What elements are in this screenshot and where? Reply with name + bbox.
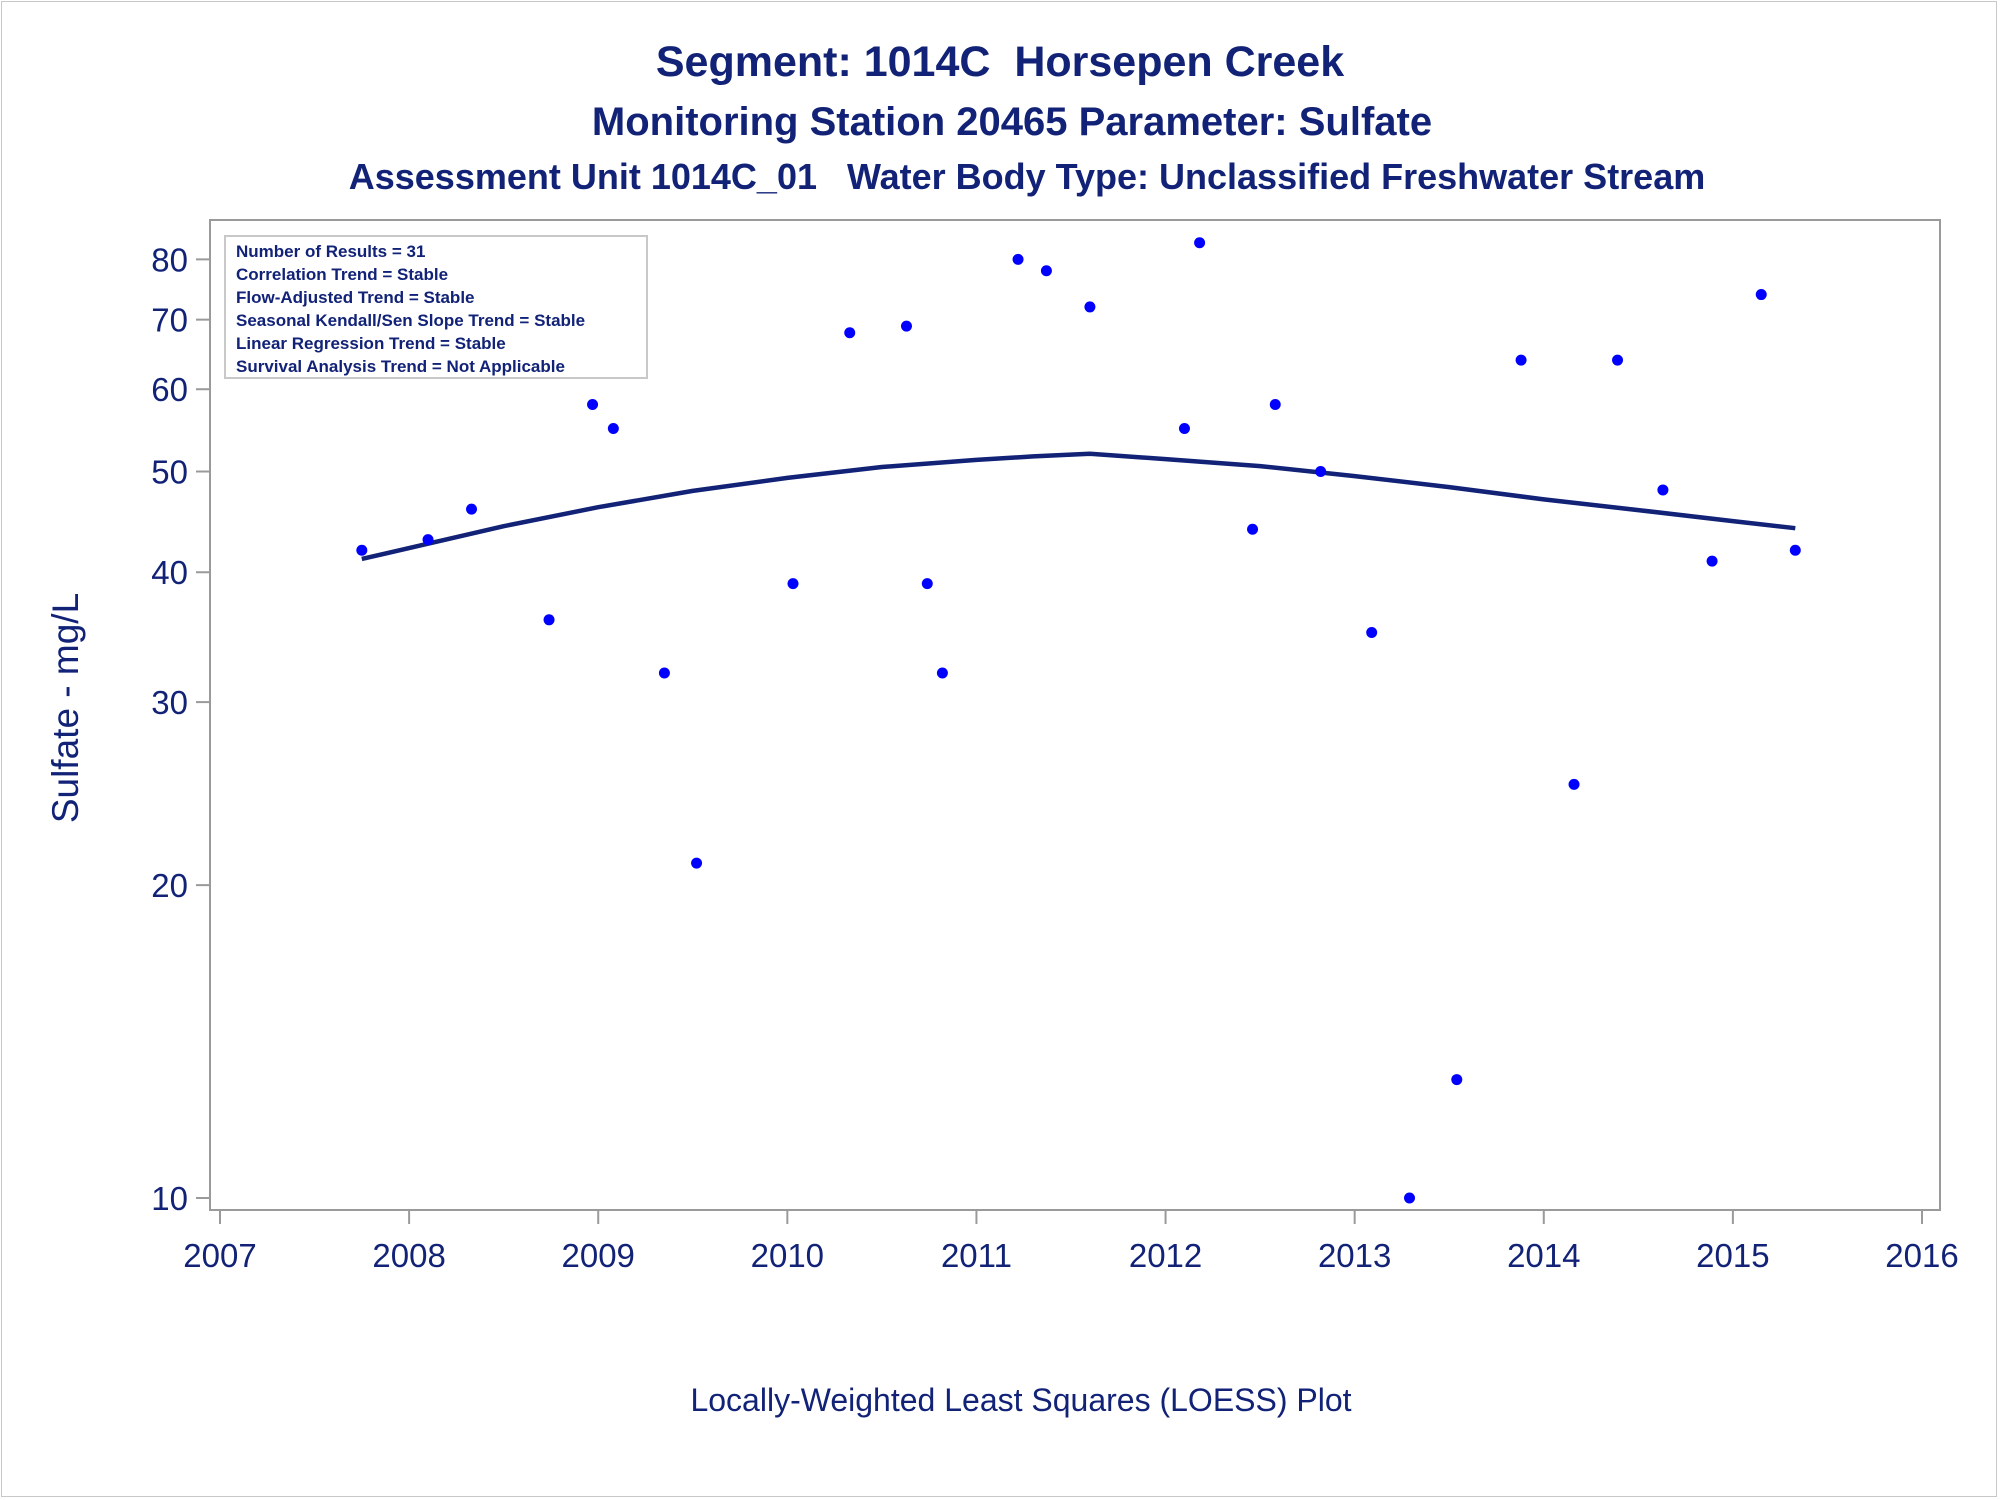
chart-title: Segment: 1014C Horsepen Creek — [655, 38, 1345, 86]
data-point — [1706, 555, 1718, 567]
y-tick-label: 20 — [151, 867, 188, 904]
data-point — [1451, 1074, 1463, 1086]
data-point — [466, 503, 478, 515]
x-axis-label: Locally-Weighted Least Squares (LOESS) P… — [690, 1382, 1352, 1418]
data-point — [921, 578, 933, 590]
data-point — [1012, 253, 1024, 265]
y-tick-label: 70 — [151, 302, 188, 339]
x-tick-label: 2010 — [751, 1237, 824, 1274]
y-tick-label: 30 — [151, 684, 188, 721]
x-tick-label: 2007 — [183, 1237, 256, 1274]
data-point — [1366, 627, 1378, 639]
data-point — [607, 422, 619, 434]
y-tick-label: 60 — [151, 371, 188, 408]
stats-line: Correlation Trend = Stable — [236, 265, 448, 284]
data-point — [1657, 484, 1669, 496]
data-point — [1404, 1192, 1416, 1204]
x-tick-label: 2015 — [1696, 1237, 1769, 1274]
data-point — [356, 544, 368, 556]
data-point — [422, 534, 434, 546]
loess-line — [361, 451, 1796, 562]
data-point — [543, 614, 555, 626]
data-point — [900, 320, 912, 332]
stats-box — [224, 235, 648, 379]
stats-line: Flow-Adjusted Trend = Stable — [236, 288, 475, 307]
x-tick-label: 2013 — [1318, 1237, 1391, 1274]
data-point — [1755, 289, 1767, 301]
data-point — [587, 399, 599, 411]
y-tick-label: 80 — [151, 241, 188, 278]
data-point — [658, 667, 670, 679]
chart-subtitle: Monitoring Station 20465 Parameter: Sulf… — [591, 100, 1433, 144]
y-tick-label: 10 — [151, 1180, 188, 1217]
x-tick-label: 2012 — [1129, 1237, 1202, 1274]
stats-line: Number of Results = 31 — [236, 242, 425, 261]
y-tick-label: 50 — [151, 454, 188, 491]
x-tick-label: 2014 — [1507, 1237, 1580, 1274]
data-point — [1515, 354, 1527, 366]
stats-line: Linear Regression Trend = Stable — [236, 334, 506, 353]
x-tick-label: 2008 — [372, 1237, 445, 1274]
data-point — [1269, 399, 1281, 411]
data-point — [691, 857, 703, 869]
x-tick-label: 2009 — [562, 1237, 635, 1274]
data-point — [1040, 265, 1052, 277]
stats-line: Seasonal Kendall/Sen Slope Trend = Stabl… — [236, 311, 585, 330]
data-point — [1612, 354, 1624, 366]
data-point — [1568, 778, 1580, 790]
stats-line: Survival Analysis Trend = Not Applicable — [236, 357, 565, 376]
data-point — [936, 667, 948, 679]
data-point — [787, 578, 799, 590]
x-tick-label: 2016 — [1885, 1237, 1958, 1274]
plot-area — [209, 219, 1941, 1211]
chart-subtitle-2: Assessment Unit 1014C_01 Water Body Type… — [348, 156, 1706, 197]
data-point — [1178, 422, 1190, 434]
data-point — [1194, 237, 1206, 249]
data-point — [1315, 466, 1327, 478]
data-point — [1084, 301, 1096, 313]
y-axis-label: Sulfate - mg/L — [45, 593, 86, 823]
data-point — [844, 327, 856, 339]
y-tick-label: 40 — [151, 554, 188, 591]
data-point — [1789, 544, 1801, 556]
data-point — [1247, 523, 1259, 535]
x-tick-label: 2011 — [941, 1237, 1012, 1274]
